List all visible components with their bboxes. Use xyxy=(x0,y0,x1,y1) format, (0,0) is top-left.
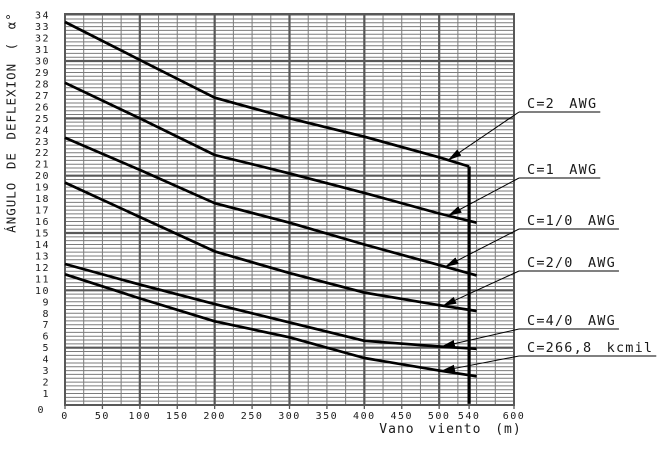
series-curve-4 xyxy=(64,262,477,351)
y-tick-label: 13 xyxy=(35,251,50,262)
y-tick-label: 27 xyxy=(35,91,50,102)
x-tick-label: 300 xyxy=(278,411,301,422)
y-tick-label: 20 xyxy=(35,171,50,182)
y-tick-label: 30 xyxy=(35,57,50,68)
series-leader-line xyxy=(440,328,520,348)
y-tick-label: 15 xyxy=(35,229,50,240)
series-curve-3 xyxy=(64,181,477,313)
y-tick-label: 1 xyxy=(42,389,50,400)
series-annotations: C=2 AWG C=1 AWG C=1/0 AWG C=2/0 AWG C=4/0 AW… xyxy=(440,96,657,373)
y-tick-label: 33 xyxy=(35,22,50,33)
series-curve-0 xyxy=(64,20,470,168)
y-tick-label: 14 xyxy=(35,240,50,251)
series-curve-5 xyxy=(64,273,477,378)
y-tick-label: 18 xyxy=(35,194,50,205)
x-tick-label: 0 xyxy=(61,411,69,422)
y-tick-label: 17 xyxy=(35,206,50,217)
y-tick-label: 6 xyxy=(42,332,50,343)
x-axis-title: Vano viento (m) xyxy=(379,422,522,437)
y-tick-label: 0 xyxy=(37,405,45,416)
y-tick-label: 23 xyxy=(35,137,50,148)
x-tick-label: 540 xyxy=(458,411,481,422)
y-tick-label: 24 xyxy=(35,125,50,136)
series-curves xyxy=(64,20,477,378)
y-axis-title: ÁNGULO DE DEFLEXION ( α° ) xyxy=(3,0,19,233)
y-tick-label: 32 xyxy=(35,34,50,45)
series-leader-line xyxy=(442,270,520,307)
y-tick-label: 8 xyxy=(42,309,50,320)
series-leader-line xyxy=(447,111,520,161)
y-tick-label: 3 xyxy=(42,366,50,377)
x-tick-label: 200 xyxy=(203,411,226,422)
y-tick-label: 16 xyxy=(35,217,50,228)
x-tick-label: 50 xyxy=(95,411,110,422)
series-label-0: C=2 AWG xyxy=(527,96,597,112)
x-tick-label: 350 xyxy=(316,411,339,422)
series-label-1: C=1 AWG xyxy=(527,162,597,178)
x-tick-label: 400 xyxy=(353,411,376,422)
y-tick-label: 4 xyxy=(42,355,50,366)
y-tick-label: 21 xyxy=(35,160,50,171)
series-leader-line xyxy=(447,177,520,217)
y-tick-label: 26 xyxy=(35,102,50,113)
y-tick-label: 34 xyxy=(35,11,50,22)
y-tick-label: 9 xyxy=(42,297,50,308)
series-label-5: C=266,8 kcmil xyxy=(527,340,653,356)
series-label-4: C=4/0 AWG xyxy=(527,313,616,329)
y-tick-label: 29 xyxy=(35,68,50,79)
y-tick-label: 12 xyxy=(35,263,50,274)
series-leader-line xyxy=(444,228,520,268)
y-tick-label: 19 xyxy=(35,183,50,194)
y-tick-label: 5 xyxy=(42,343,50,354)
y-tick-label: 10 xyxy=(35,286,50,297)
y-tick-label: 28 xyxy=(35,79,50,90)
y-tick-label: 22 xyxy=(35,148,50,159)
x-tick-label: 450 xyxy=(390,411,413,422)
series-curve-1 xyxy=(64,81,477,225)
x-tick-label: 500 xyxy=(428,411,451,422)
series-leader-line xyxy=(440,355,520,373)
series-curve-2 xyxy=(64,136,477,277)
x-tick-label: 150 xyxy=(166,411,189,422)
series-label-3: C=2/0 AWG xyxy=(527,255,616,271)
x-tick-label: 600 xyxy=(503,411,526,422)
y-tick-label: 25 xyxy=(35,114,50,125)
x-tick-label: 250 xyxy=(241,411,264,422)
axis-ticks: 0 50 100 150 200 250 300 350 400 450 500 540 6000123… xyxy=(35,11,526,422)
y-tick-label: 31 xyxy=(35,45,50,56)
y-tick-label: 11 xyxy=(35,274,50,285)
series-label-2: C=1/0 AWG xyxy=(527,213,616,229)
y-tick-label: 7 xyxy=(42,320,50,331)
x-tick-label: 100 xyxy=(129,411,152,422)
y-tick-label: 2 xyxy=(42,378,50,389)
